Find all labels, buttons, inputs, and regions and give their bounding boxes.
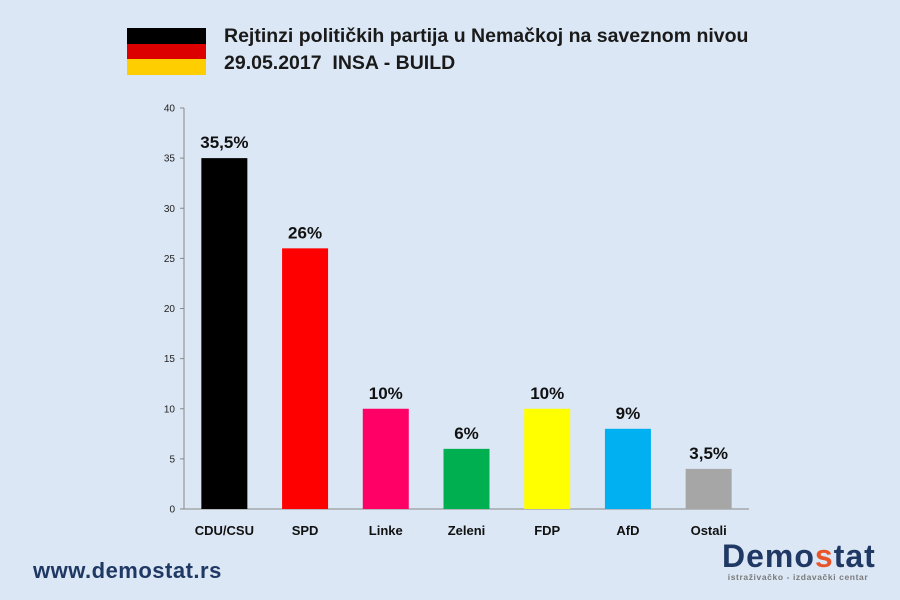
logo-text-a: Demo [722, 538, 815, 574]
x-tick-label: CDU/CSU [195, 523, 254, 538]
data-label: 3,5% [689, 444, 728, 463]
y-tick-label: 40 [164, 104, 176, 115]
y-tick-label: 5 [169, 454, 175, 465]
data-label: 6% [454, 424, 479, 443]
title-line-1: Rejtinzi političkih partija u Nemačkoj n… [224, 25, 749, 47]
x-tick-label: Ostali [691, 523, 727, 538]
german-flag-icon [127, 28, 206, 75]
demostat-logo: Demostat istraživačko - izdavački centar [722, 538, 876, 582]
y-tick-label: 15 [164, 354, 176, 365]
y-tick-label: 20 [164, 304, 176, 315]
data-label: 10% [369, 384, 403, 403]
data-label: 9% [616, 404, 641, 423]
y-tick-label: 10 [164, 404, 176, 415]
flag-stripe-red [127, 43, 206, 60]
website-url[interactable]: www.demostat.rs [33, 558, 222, 583]
y-tick-label: 0 [169, 505, 175, 516]
bar-ostali [685, 468, 732, 509]
bar-spd [282, 248, 329, 509]
data-label: 35,5% [200, 133, 248, 152]
x-tick-label: FDP [534, 523, 560, 538]
y-tick-label: 25 [164, 254, 176, 265]
logo-text-c: tat [833, 538, 876, 574]
bar-afd [604, 428, 651, 509]
title-line-2: 29.05.2017 INSA - BUILD [224, 52, 456, 74]
bar-zeleni [443, 448, 490, 509]
data-label: 26% [288, 223, 322, 242]
flag-stripe-black [127, 28, 206, 44]
y-tick-label: 30 [164, 204, 176, 215]
x-tick-label: Zeleni [448, 523, 486, 538]
data-label: 10% [530, 384, 564, 403]
x-tick-label: AfD [616, 523, 639, 538]
flag-stripe-gold [127, 59, 206, 75]
y-tick-label: 35 [164, 154, 176, 165]
bar-cducsu [201, 158, 248, 509]
logo-subtitle: istraživačko - izdavački centar [727, 572, 869, 582]
x-tick-label: Linke [369, 523, 403, 538]
bar-linke [362, 408, 409, 509]
x-tick-label: SPD [292, 523, 319, 538]
chart-title: Rejtinzi političkih partija u Nemačkoj n… [224, 23, 748, 77]
bar-fdp [524, 408, 571, 509]
logo-text-b: s [814, 538, 834, 574]
